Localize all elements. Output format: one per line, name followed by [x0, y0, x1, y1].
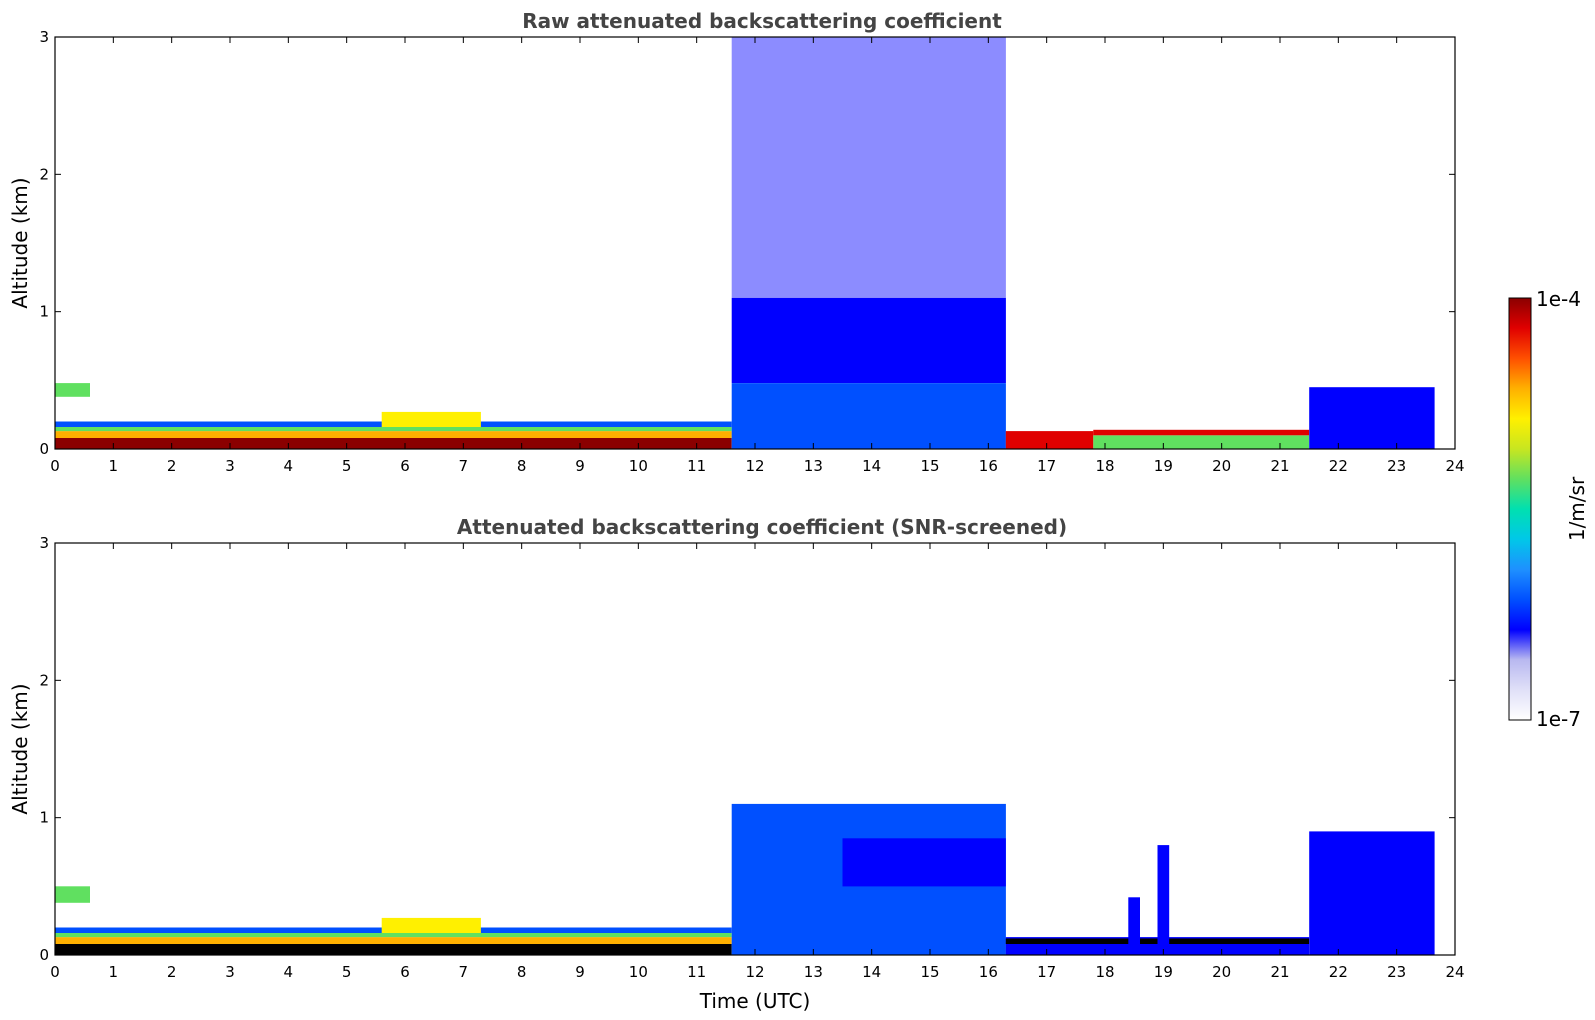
x-tick-label: 18 [1095, 963, 1114, 981]
heatmap-region [1005, 938, 1310, 944]
y-tick-label: 1 [39, 303, 49, 321]
y-tick-label: 1 [39, 809, 49, 827]
x-tick-label: 21 [1270, 457, 1289, 475]
x-tick-label: 12 [745, 457, 764, 475]
raw-y-ticks: 0 1 2 3 [39, 28, 1455, 458]
x-tick-label: 18 [1095, 457, 1114, 475]
snr-panel-title: Attenuated backscattering coefficient (S… [457, 515, 1067, 539]
x-tick-label: 13 [804, 963, 823, 981]
heatmap-region [731, 37, 1006, 298]
x-tick-label: 13 [804, 457, 823, 475]
x-tick-label: 10 [629, 963, 648, 981]
raw-y-axis-label: Altitude (km) [8, 177, 32, 308]
x-tick-label: 21 [1270, 963, 1289, 981]
x-tick-label: 17 [1037, 963, 1056, 981]
y-tick-label: 3 [39, 534, 49, 552]
colorbar-min-label: 1e-7 [1536, 707, 1581, 731]
heatmap-region [1093, 429, 1310, 436]
heatmap-region [1093, 435, 1310, 449]
x-tick-label: 9 [575, 457, 585, 475]
colorbar-gradient [1508, 297, 1532, 721]
x-tick-label: 6 [400, 963, 410, 981]
x-tick-label: 20 [1212, 457, 1231, 475]
x-tick-label: 7 [459, 457, 469, 475]
heatmap-region [55, 383, 90, 397]
x-tick-label: 5 [342, 457, 352, 475]
y-tick-label: 2 [39, 671, 49, 689]
snr-x-ticks: 0 1 2 3 4 5 6 7 8 9 10 11 12 13 14 15 16 17 18 19 20 21 22 23 24 [50, 543, 1465, 981]
x-tick-label: 16 [979, 457, 998, 475]
snr-heatmap [55, 803, 1435, 955]
x-tick-label: 22 [1329, 457, 1348, 475]
x-tick-label: 24 [1445, 963, 1464, 981]
y-tick-label: 2 [39, 165, 49, 183]
x-tick-label: 15 [920, 963, 939, 981]
x-tick-label: 11 [687, 963, 706, 981]
heatmap-region [1157, 845, 1170, 955]
x-tick-label: 4 [284, 963, 294, 981]
y-tick-label: 0 [39, 946, 49, 964]
x-tick-label: 22 [1329, 963, 1348, 981]
x-tick-label: 1 [109, 457, 119, 475]
raw-panel-title: Raw attenuated backscattering coefficien… [522, 9, 1002, 33]
x-tick-label: 16 [979, 963, 998, 981]
heatmap-region [1309, 831, 1435, 955]
heatmap-region [381, 917, 481, 933]
heatmap-region [381, 411, 481, 427]
colorbar: 1e-4 1e-7 1/m/sr [1508, 287, 1589, 731]
heatmap-region [1128, 897, 1140, 955]
heatmap-region [731, 297, 1006, 383]
x-tick-label: 3 [225, 963, 235, 981]
heatmap-region [55, 886, 90, 903]
heatmap-region [842, 838, 1006, 887]
x-tick-label: 6 [400, 457, 410, 475]
x-tick-label: 12 [745, 963, 764, 981]
snr-y-axis-label: Altitude (km) [8, 683, 32, 814]
heatmap-region [55, 937, 732, 944]
x-tick-label: 19 [1154, 457, 1173, 475]
x-tick-label: 10 [629, 457, 648, 475]
x-tick-label: 0 [50, 963, 60, 981]
x-tick-label: 24 [1445, 457, 1464, 475]
heatmap-region [55, 944, 732, 955]
raw-heatmap [55, 37, 1435, 449]
heatmap-region [1309, 387, 1435, 449]
heatmap-region [55, 431, 732, 438]
x-tick-label: 9 [575, 963, 585, 981]
x-tick-label: 19 [1154, 963, 1173, 981]
raw-x-ticks: 0 1 2 3 4 5 6 7 8 9 10 11 12 13 14 15 16 17 18 19 20 21 22 23 24 [50, 37, 1465, 475]
y-tick-label: 0 [39, 440, 49, 458]
x-tick-label: 4 [284, 457, 294, 475]
heatmap-region [55, 427, 732, 432]
colorbar-max-label: 1e-4 [1536, 287, 1581, 311]
x-tick-label: 8 [517, 963, 527, 981]
x-tick-label: 2 [167, 963, 177, 981]
heatmap-region [731, 383, 1006, 449]
x-tick-label: 15 [920, 457, 939, 475]
y-tick-label: 3 [39, 28, 49, 46]
x-tick-label: 14 [862, 963, 881, 981]
x-tick-label: 5 [342, 963, 352, 981]
raw-panel: Raw attenuated backscattering coefficien… [8, 9, 1465, 475]
x-tick-label: 1 [109, 963, 119, 981]
x-axis-label: Time (UTC) [699, 989, 811, 1013]
x-tick-label: 3 [225, 457, 235, 475]
heatmap-region [1005, 431, 1094, 449]
snr-y-ticks: 0 1 2 3 [39, 534, 1455, 964]
x-tick-label: 7 [459, 963, 469, 981]
x-tick-label: 8 [517, 457, 527, 475]
x-tick-label: 17 [1037, 457, 1056, 475]
x-tick-label: 2 [167, 457, 177, 475]
x-tick-label: 0 [50, 457, 60, 475]
x-tick-label: 11 [687, 457, 706, 475]
x-tick-label: 23 [1387, 963, 1406, 981]
heatmap-region [55, 933, 732, 938]
snr-panel: Attenuated backscattering coefficient (S… [8, 515, 1465, 1013]
x-tick-label: 20 [1212, 963, 1231, 981]
x-tick-label: 14 [862, 457, 881, 475]
heatmap-region [55, 438, 732, 449]
x-tick-label: 23 [1387, 457, 1406, 475]
colorbar-unit-label: 1/m/sr [1565, 476, 1589, 541]
